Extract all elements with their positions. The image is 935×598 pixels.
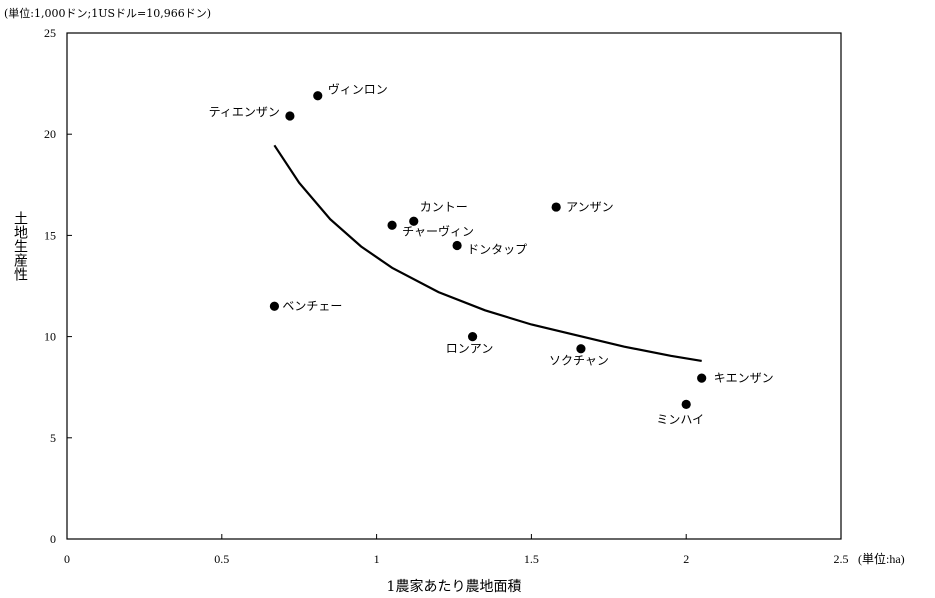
- x-tick-label: 0: [64, 552, 70, 566]
- point-label: カントー: [420, 200, 468, 214]
- point-label: キエンザン: [714, 371, 774, 385]
- y-tick-label: 20: [44, 127, 56, 141]
- data-point: [387, 220, 397, 230]
- x-axis-title: 1農家あたり農地面積: [387, 578, 522, 595]
- x-tick-label: 2: [683, 552, 689, 566]
- data-point: [285, 111, 295, 121]
- y-tick-label: 5: [50, 431, 56, 445]
- unit-note: (単位:1,000ドン;1USドル=10,966ドン): [4, 6, 211, 20]
- y-axis-ticks: 0 5 10 15 20 25: [44, 26, 72, 546]
- point-label: アンザン: [566, 200, 614, 214]
- y-tick-label: 0: [50, 532, 56, 546]
- data-point: [551, 202, 561, 212]
- data-point: [681, 399, 691, 410]
- y-tick-label: 15: [44, 228, 56, 242]
- data-point: [697, 373, 707, 383]
- y-tick-label: 25: [44, 26, 56, 40]
- point-label: ロンアン: [446, 342, 494, 356]
- x-tick-label: 1: [374, 552, 380, 566]
- point-label: ドンタップ: [467, 243, 527, 257]
- point-label: チャーヴィン: [402, 223, 474, 238]
- x-tick-label: 2.5: [834, 552, 849, 566]
- data-point: [409, 216, 419, 226]
- y-tick-label: 10: [44, 330, 56, 344]
- x-axis-ticks: 0 0.5 1 1.5 2 2.5: [64, 534, 849, 566]
- point-label: ソクチャン: [549, 354, 609, 368]
- point-label: ミンハイ: [656, 412, 704, 426]
- trend-line: [273, 144, 702, 362]
- point-label: ベンチェー: [282, 299, 342, 313]
- point-label: ティエンザン: [209, 105, 280, 119]
- x-tick-label: 0.5: [214, 552, 229, 566]
- x-tick-label: 1.5: [524, 552, 539, 566]
- data-point: [269, 301, 280, 311]
- data-point: [576, 344, 586, 354]
- y-axis-title: 土地生産性: [12, 211, 28, 281]
- data-point: [467, 332, 478, 342]
- point-label: ヴィンロン: [328, 82, 388, 97]
- data-point: [452, 240, 462, 251]
- x-axis-unit: (単位:ha): [858, 551, 905, 566]
- plot-area-frame: [66, 32, 842, 540]
- data-point: [313, 91, 323, 101]
